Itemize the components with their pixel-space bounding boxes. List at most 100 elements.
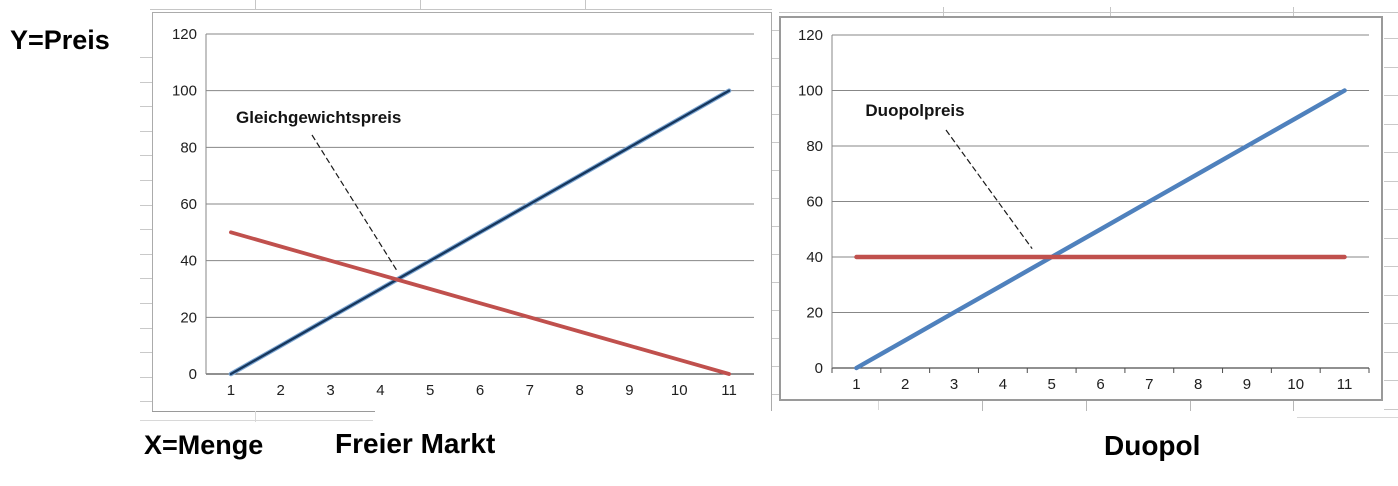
svg-text:11: 11 (1337, 376, 1353, 393)
excel-gridline-fragment (772, 114, 779, 115)
excel-gridline-fragment (140, 303, 152, 304)
excel-gridline-fragment (772, 30, 779, 31)
excel-gridline-fragment (140, 82, 152, 83)
chart-freier-markt: 0 20 40 60 80 100 120 1 2 3 4 5 6 7 8 9 10 11 (152, 12, 772, 411)
excel-gridline-fragment (982, 401, 983, 411)
excel-gridline-fragment (140, 420, 373, 421)
svg-text:2: 2 (901, 376, 909, 393)
excel-gridline-fragment (420, 0, 421, 10)
excel-gridline-fragment (772, 282, 779, 283)
excel-gridline-fragment (140, 278, 152, 279)
excel-gridline-fragment (140, 106, 152, 107)
excel-gridline-fragment (1384, 409, 1398, 410)
annotation-gleichgewichtspreis: Gleichgewichtspreis (236, 108, 402, 127)
excel-gridline-fragment (1384, 352, 1398, 353)
excel-gridline-fragment (1293, 7, 1294, 18)
svg-text:1: 1 (227, 382, 235, 399)
excel-gridline-fragment (140, 180, 152, 181)
excel-gridline-fragment (140, 131, 152, 132)
svg-text:3: 3 (950, 376, 958, 393)
excel-gridline-fragment (140, 328, 152, 329)
svg-text:100: 100 (798, 83, 823, 100)
svg-text:10: 10 (671, 382, 688, 399)
svg-text:120: 120 (798, 27, 823, 44)
freier-markt-plot: 0 20 40 60 80 100 120 1 2 3 4 5 6 7 8 9 10 11 (172, 26, 754, 399)
caption-duopol: Duopol (1104, 430, 1201, 461)
excel-gridline-fragment (1384, 323, 1398, 324)
excel-gridline-fragment (772, 142, 779, 143)
excel-gridline-fragment (140, 401, 152, 402)
excel-gridline-fragment (772, 226, 779, 227)
excel-gridline-fragment (1384, 67, 1398, 68)
excel-gridline-fragment (1384, 38, 1398, 39)
excel-gridline-fragment (140, 229, 152, 230)
svg-text:20: 20 (806, 305, 823, 322)
svg-text:20: 20 (180, 309, 197, 326)
excel-gridline-fragment (140, 377, 152, 378)
excel-gridline-fragment (1384, 124, 1398, 125)
duopol-plot: 0 20 40 60 80 100 120 1 2 3 4 5 6 7 8 9 10 11 (798, 27, 1370, 393)
excel-gridline-fragment (585, 0, 586, 10)
excel-gridline-fragment (1297, 417, 1398, 418)
excel-gridline-fragment (1384, 95, 1398, 96)
excel-gridline-fragment (1086, 401, 1087, 411)
svg-text:8: 8 (575, 382, 583, 399)
svg-text:60: 60 (180, 196, 197, 213)
svg-text:100: 100 (172, 83, 197, 100)
excel-gridline-fragment (772, 58, 779, 59)
svg-text:40: 40 (180, 253, 197, 270)
svg-text:9: 9 (625, 382, 633, 399)
caption-freier-markt: Freier Markt (335, 428, 496, 459)
excel-gridline-fragment (772, 254, 779, 255)
svg-text:80: 80 (180, 139, 197, 156)
excel-gridline-fragment (1384, 152, 1398, 153)
excel-gridline-fragment (772, 338, 779, 339)
excel-gridline-fragment (140, 352, 152, 353)
excel-gridline-fragment (255, 411, 256, 422)
excel-gridline-fragment (1384, 266, 1398, 267)
svg-text:7: 7 (526, 382, 534, 399)
y-axis-meaning-label: Y=Preis (10, 25, 110, 55)
svg-text:80: 80 (806, 138, 823, 155)
svg-text:2: 2 (277, 382, 285, 399)
svg-text:4: 4 (376, 382, 384, 399)
excel-gridline-fragment (1293, 401, 1294, 411)
svg-text:8: 8 (1194, 376, 1202, 393)
excel-gridline-fragment (779, 12, 1398, 13)
chart-duopol: 0 20 40 60 80 100 120 1 2 3 4 5 6 7 8 9 10 11 (779, 16, 1383, 401)
excel-gridline-fragment (1384, 295, 1398, 296)
excel-gridline-fragment (1384, 181, 1398, 182)
excel-gridline-fragment (772, 310, 779, 311)
excel-gridline-fragment (140, 205, 152, 206)
annotation-duopolpreis: Duopolpreis (865, 101, 965, 120)
svg-text:120: 120 (172, 26, 197, 43)
excel-gridline-fragment (772, 170, 779, 171)
svg-text:6: 6 (1096, 376, 1104, 393)
excel-gridline-fragment (1384, 238, 1398, 239)
excel-gridline-fragment (255, 0, 256, 10)
svg-text:5: 5 (426, 382, 434, 399)
excel-gridline-fragment (1384, 209, 1398, 210)
excel-gridline-fragment (772, 394, 779, 395)
excel-gridline-fragment (150, 9, 772, 10)
svg-text:7: 7 (1145, 376, 1153, 393)
svg-text:6: 6 (476, 382, 484, 399)
x-axis-meaning-label: X=Menge (144, 430, 264, 460)
svg-text:0: 0 (189, 366, 197, 383)
svg-text:3: 3 (326, 382, 334, 399)
excel-gridline-fragment (152, 410, 375, 412)
svg-text:60: 60 (806, 194, 823, 211)
svg-text:4: 4 (999, 376, 1007, 393)
excel-gridline-fragment (1384, 380, 1398, 381)
svg-text:1: 1 (852, 376, 860, 393)
excel-gridline-fragment (772, 198, 779, 199)
svg-text:0: 0 (815, 360, 823, 377)
excel-gridline-fragment (1190, 401, 1191, 411)
excel-gridline-fragment (140, 254, 152, 255)
excel-gridline-fragment (878, 401, 879, 410)
svg-text:9: 9 (1243, 376, 1251, 393)
svg-text:11: 11 (721, 382, 737, 399)
excel-gridline-fragment (140, 57, 152, 58)
excel-gridline-fragment (772, 366, 779, 367)
excel-gridline-fragment (943, 7, 944, 18)
